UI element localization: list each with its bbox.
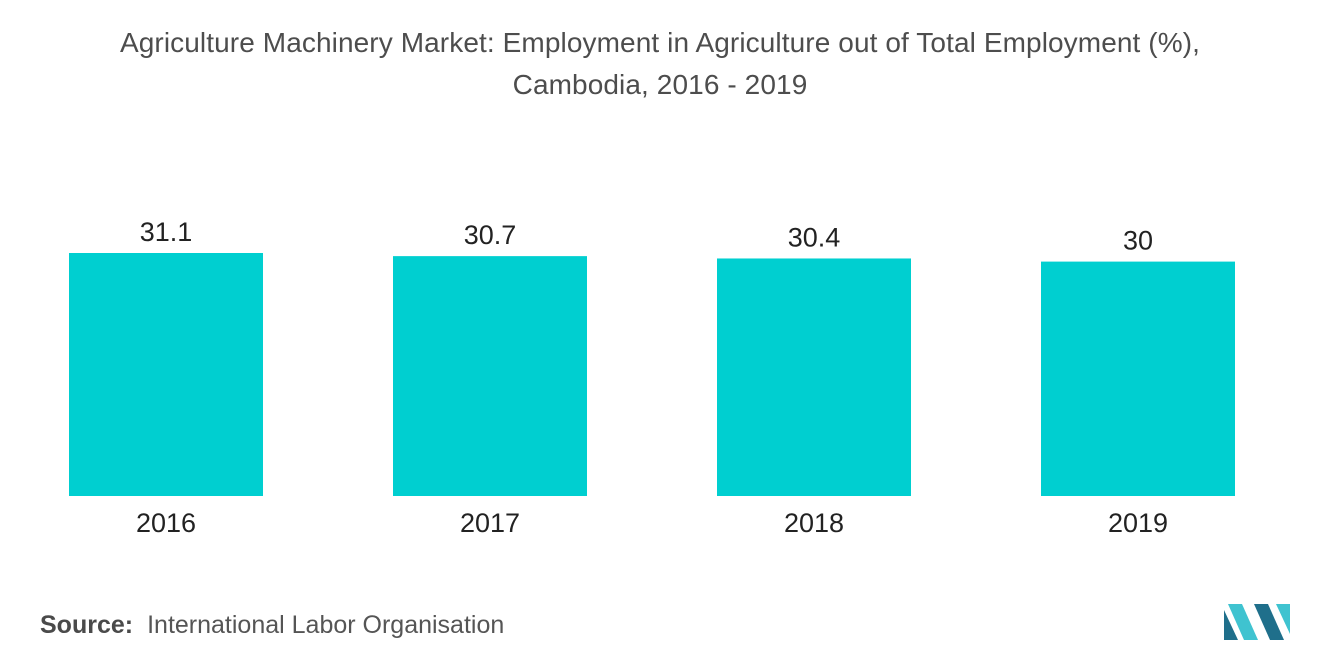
logo-left-shape [1224, 610, 1238, 640]
x-tick-label: 2018 [784, 508, 844, 538]
source-note: Source: International Labor Organisation [40, 611, 504, 640]
source-text: International Labor Organisation [147, 611, 505, 639]
bar-2018 [717, 258, 911, 496]
bar-2017 [393, 256, 587, 496]
chart-title: Agriculture Machinery Market: Employment… [0, 22, 1320, 106]
mordor-intelligence-logo-icon [1224, 604, 1290, 640]
bar-2016 [69, 253, 263, 496]
chart-title-line-2: Cambodia, 2016 - 2019 [512, 69, 808, 100]
bar-value-label: 30 [1123, 226, 1153, 256]
logo-right-shape [1254, 604, 1284, 640]
x-tick-label: 2017 [460, 508, 520, 538]
source-label: Source: [40, 611, 134, 639]
x-tick-label: 2019 [1108, 508, 1168, 538]
chart-title-line-1: Agriculture Machinery Market: Employment… [119, 27, 1201, 58]
bar-chart: 31.1 2016 30.7 2017 30.4 2018 30 2019 [69, 217, 1235, 538]
bar-value-label: 31.1 [140, 217, 193, 247]
x-tick-label: 2016 [136, 508, 196, 538]
logo-middle-shape [1228, 604, 1258, 640]
logo-end-shape [1276, 604, 1290, 634]
bar-value-label: 30.7 [464, 220, 517, 250]
bar-value-label: 30.4 [788, 222, 841, 252]
bar-2019 [1041, 261, 1235, 496]
